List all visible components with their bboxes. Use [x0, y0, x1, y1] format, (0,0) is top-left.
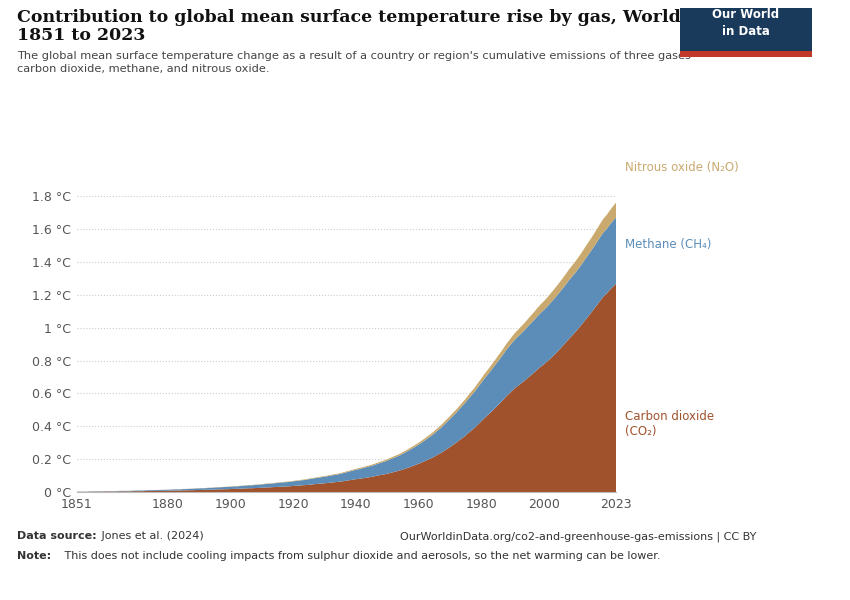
Text: Nitrous oxide (N₂O): Nitrous oxide (N₂O): [625, 161, 739, 174]
Text: The global mean surface temperature change as a result of a country or region's : The global mean surface temperature chan…: [17, 51, 700, 61]
Text: Data source:: Data source:: [17, 531, 97, 541]
Text: Note:: Note:: [17, 551, 51, 561]
Text: 1851 to 2023: 1851 to 2023: [17, 27, 145, 44]
Text: Methane (CH₄): Methane (CH₄): [625, 238, 711, 251]
Text: carbon dioxide, methane, and nitrous oxide.: carbon dioxide, methane, and nitrous oxi…: [17, 64, 269, 74]
Text: Contribution to global mean surface temperature rise by gas, World,: Contribution to global mean surface temp…: [17, 9, 687, 26]
Text: Our World: Our World: [712, 8, 779, 21]
Text: Jones et al. (2024): Jones et al. (2024): [98, 531, 203, 541]
Text: OurWorldinData.org/co2-and-greenhouse-gas-emissions | CC BY: OurWorldinData.org/co2-and-greenhouse-ga…: [400, 531, 756, 541]
Text: in Data: in Data: [722, 25, 770, 38]
Text: Carbon dioxide
(CO₂): Carbon dioxide (CO₂): [625, 410, 714, 438]
Text: This does not include cooling impacts from sulphur dioxide and aerosols, so the : This does not include cooling impacts fr…: [61, 551, 660, 561]
